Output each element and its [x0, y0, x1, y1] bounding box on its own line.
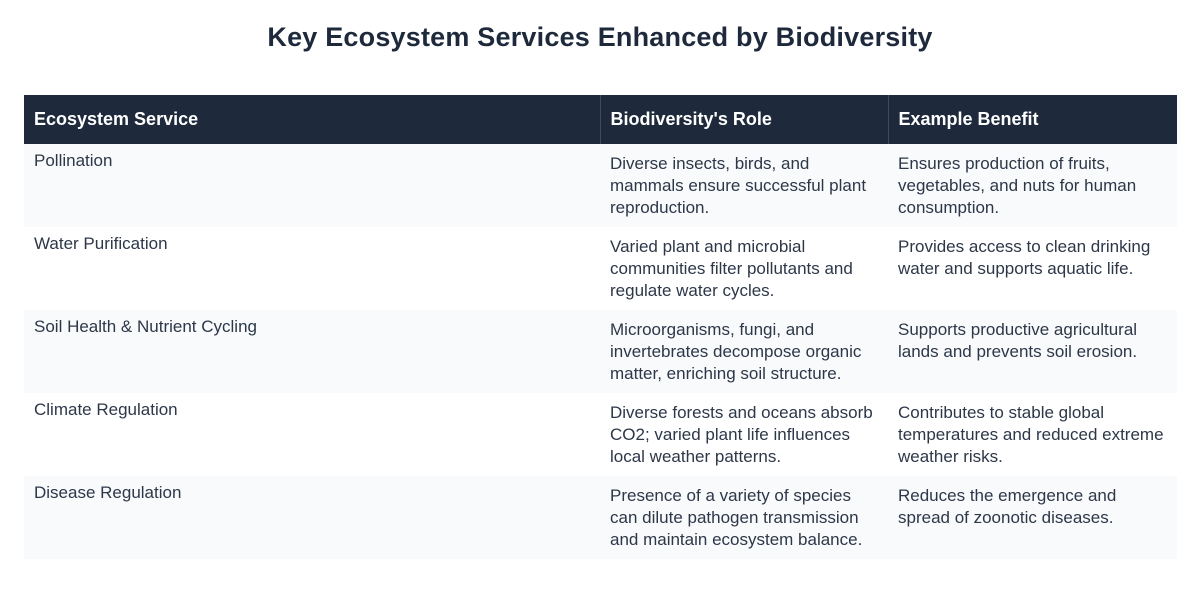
- benefit-cell: Contributes to stable global temperature…: [888, 393, 1177, 476]
- benefit-cell: Supports productive agricultural lands a…: [888, 310, 1177, 393]
- table-row: Soil Health & Nutrient Cycling Microorga…: [24, 310, 1177, 393]
- service-cell: Disease Regulation: [24, 476, 600, 559]
- benefit-cell: Reduces the emergence and spread of zoon…: [888, 476, 1177, 559]
- role-cell: Presence of a variety of species can dil…: [600, 476, 888, 559]
- role-cell: Varied plant and microbial communities f…: [600, 227, 888, 310]
- services-table: Ecosystem Service Biodiversity's Role Ex…: [24, 95, 1177, 559]
- service-cell: Climate Regulation: [24, 393, 600, 476]
- table-row: Water Purification Varied plant and micr…: [24, 227, 1177, 310]
- role-cell: Diverse forests and oceans absorb CO2; v…: [600, 393, 888, 476]
- table-row: Climate Regulation Diverse forests and o…: [24, 393, 1177, 476]
- benefit-cell: Ensures production of fruits, vegetables…: [888, 144, 1177, 227]
- role-cell: Diverse insects, birds, and mammals ensu…: [600, 144, 888, 227]
- table-row: Pollination Diverse insects, birds, and …: [24, 144, 1177, 227]
- benefit-cell: Provides access to clean drinking water …: [888, 227, 1177, 310]
- page-title: Key Ecosystem Services Enhanced by Biodi…: [267, 22, 933, 52]
- column-header-benefit: Example Benefit: [888, 95, 1177, 144]
- header-row: Ecosystem Service Biodiversity's Role Ex…: [24, 95, 1177, 144]
- service-cell: Pollination: [24, 144, 600, 227]
- role-cell: Microorganisms, fungi, and invertebrates…: [600, 310, 888, 393]
- service-cell: Water Purification: [24, 227, 600, 310]
- table-header: Ecosystem Service Biodiversity's Role Ex…: [24, 95, 1177, 144]
- column-header-role: Biodiversity's Role: [600, 95, 889, 144]
- service-cell: Soil Health & Nutrient Cycling: [24, 310, 600, 393]
- column-header-service: Ecosystem Service: [24, 95, 601, 144]
- table-body: Pollination Diverse insects, birds, and …: [24, 144, 1177, 559]
- table-row: Disease Regulation Presence of a variety…: [24, 476, 1177, 559]
